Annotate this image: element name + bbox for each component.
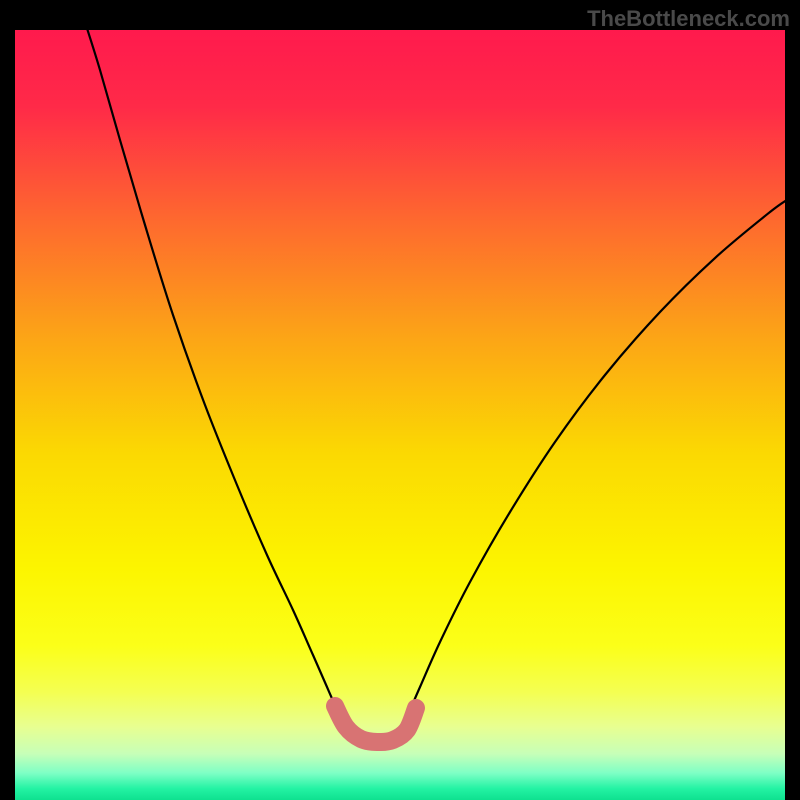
curve-left: [85, 30, 337, 710]
bottleneck-chart: [15, 30, 785, 800]
highlight-marker: [335, 706, 416, 742]
watermark-text: TheBottleneck.com: [587, 6, 790, 32]
curve-layer: [15, 30, 785, 800]
curve-right: [410, 198, 785, 710]
